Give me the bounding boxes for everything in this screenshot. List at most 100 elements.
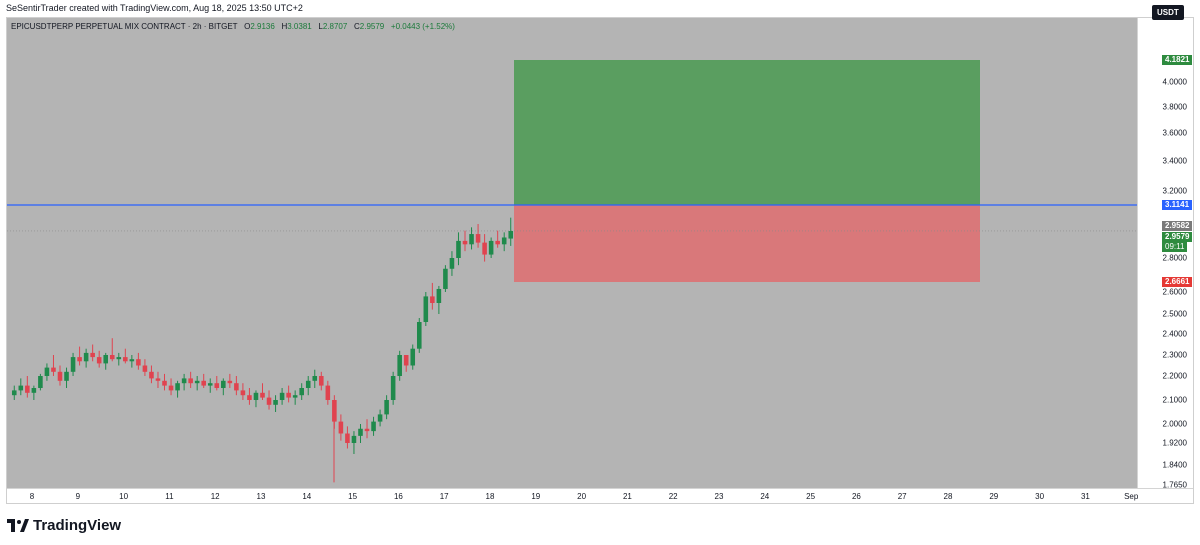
time-label: 27	[897, 492, 907, 501]
candle-body	[149, 371, 154, 379]
candle-body	[410, 348, 416, 366]
price-label: 2.3000	[1162, 350, 1187, 360]
candle-body	[292, 395, 298, 398]
candle-body	[475, 234, 481, 243]
candle-body	[403, 355, 409, 366]
price-label: 1.9200	[1162, 438, 1187, 448]
high-label: H	[281, 22, 288, 31]
candle-body	[116, 357, 122, 360]
candle-body	[129, 359, 135, 362]
currency-button[interactable]: USDT	[1152, 5, 1184, 20]
tradingview-logo[interactable]: TradingView	[7, 516, 121, 534]
brand-name: TradingView	[33, 516, 122, 534]
candle-body	[351, 435, 357, 443]
candle-body	[273, 400, 278, 405]
candle-body	[123, 357, 128, 362]
candle-body	[266, 397, 272, 405]
price-label: 3.8000	[1162, 102, 1187, 112]
entry-price-tag: 3.1141	[1162, 200, 1193, 210]
price-axis[interactable]: 4.0000 3.8000 3.6000 3.4000 3.2000 2.8000 2.60…	[1137, 18, 1193, 490]
time-label: 9	[75, 492, 81, 501]
time-label: 15	[348, 492, 358, 501]
candle-body	[319, 376, 324, 386]
candle-body	[96, 357, 102, 364]
price-label: 3.2000	[1162, 186, 1187, 196]
candle-body	[175, 383, 180, 391]
candle-body	[384, 400, 389, 415]
candle-body	[449, 258, 455, 269]
time-label: 20	[577, 492, 587, 501]
candle-body	[44, 367, 50, 376]
candle-body	[299, 388, 304, 396]
candle-body	[162, 380, 167, 386]
candle-body	[64, 371, 69, 381]
time-label: 21	[622, 492, 632, 501]
time-label: 11	[165, 492, 174, 501]
candle-body	[109, 355, 115, 360]
candle-body	[338, 421, 344, 434]
price-label: 2.4000	[1162, 329, 1187, 339]
price-label: 4.0000	[1162, 77, 1187, 87]
candle-body	[482, 242, 487, 255]
candle-body	[207, 383, 213, 386]
candle-body	[443, 268, 448, 289]
time-label: 26	[851, 492, 861, 501]
price-label: 2.5000	[1162, 309, 1187, 319]
price-label: 1.8400	[1162, 460, 1187, 470]
candle-body	[423, 296, 429, 322]
candle-body	[495, 240, 500, 245]
candlestick-chart[interactable]	[7, 18, 1137, 488]
candle-body	[364, 428, 370, 432]
candle-body	[462, 240, 468, 245]
change-value: +0.0443 (+1.52%)	[390, 22, 455, 31]
candle-body	[31, 388, 37, 393]
candle-body	[38, 376, 43, 388]
candle-body	[188, 378, 193, 384]
candle-body	[11, 390, 17, 396]
candle-body	[194, 380, 200, 384]
candle-body	[390, 376, 396, 400]
symbol-legend[interactable]: EPICUSDTPERP PERPETUAL MIX CONTRACT · 2h…	[11, 22, 455, 31]
candle-body	[469, 234, 474, 245]
candle-body	[279, 392, 285, 400]
time-label: 18	[485, 492, 495, 501]
candle-body	[83, 352, 89, 362]
time-label: 23	[714, 492, 724, 501]
candle-body	[247, 395, 252, 400]
candle-body	[501, 237, 507, 245]
price-label: 2.2000	[1162, 371, 1187, 381]
price-label: 2.8000	[1162, 253, 1187, 263]
profit-zone	[514, 60, 980, 205]
candle-body	[397, 355, 402, 376]
candle-body	[416, 322, 422, 349]
price-label: 3.6000	[1162, 128, 1187, 138]
symbol-name: EPICUSDTPERP PERPETUAL MIX CONTRACT · 2h…	[11, 22, 238, 31]
open-value: 2.9136	[250, 22, 275, 31]
high-value: 3.0381	[287, 22, 312, 31]
time-axis[interactable]: 8 9 10 11 12 13 14 15 16 17 18 19 20 21 22 23 24 25 26 27 28…	[7, 488, 1193, 503]
chart-pane[interactable]: EPICUSDTPERP PERPETUAL MIX CONTRACT · 2h…	[7, 18, 1137, 488]
time-label: 22	[668, 492, 678, 501]
time-label: Sep	[1124, 492, 1139, 501]
candle-body	[155, 378, 161, 381]
target-price-tag: 4.1821	[1162, 55, 1193, 65]
price-label: 2.1000	[1162, 395, 1187, 405]
candle-body	[90, 352, 95, 358]
time-label: 24	[760, 492, 770, 501]
candle-body	[345, 433, 350, 443]
open-label: O	[244, 22, 251, 31]
candle-body	[234, 383, 239, 391]
candle-body	[377, 414, 383, 422]
low-label: L	[318, 22, 323, 31]
candle-body	[57, 371, 63, 381]
candle-body	[142, 365, 148, 372]
close-value: 2.9579	[359, 22, 385, 31]
tradingview-logo-icon	[7, 518, 29, 532]
candle-body	[312, 376, 318, 381]
time-label: 29	[989, 492, 999, 501]
candle-body	[201, 380, 206, 386]
candle-body	[25, 385, 30, 393]
time-label: 16	[393, 492, 403, 501]
prev-close-tag: 2.9582	[1162, 220, 1193, 231]
price-label: 1.7650	[1162, 480, 1187, 490]
